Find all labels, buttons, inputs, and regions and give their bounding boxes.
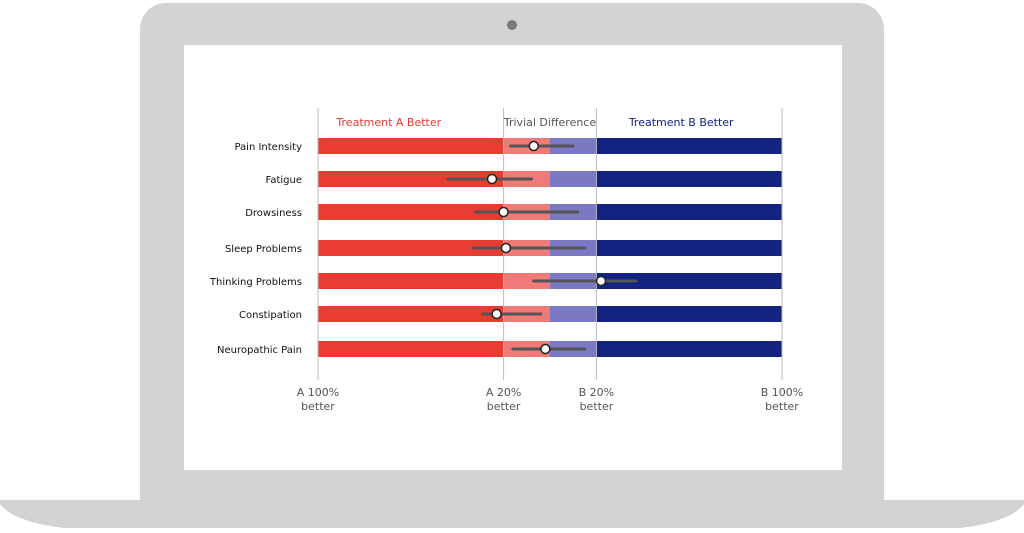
laptop-screen xyxy=(184,45,842,470)
row-segment-0 xyxy=(318,138,504,154)
x-tick-label: better xyxy=(580,400,614,413)
point-estimate xyxy=(498,206,509,218)
point-estimate xyxy=(500,242,512,254)
x-tick-label: A 100% xyxy=(297,386,339,399)
row-segment-0 xyxy=(318,273,504,289)
point-estimate xyxy=(486,173,498,185)
laptop-base xyxy=(0,500,1024,528)
region-label: Treatment A Better xyxy=(335,116,441,129)
row-label: Constipation xyxy=(239,310,302,321)
row-label: Pain Intensity xyxy=(234,142,302,153)
row-segment-3 xyxy=(596,306,782,322)
camera-icon xyxy=(507,20,517,30)
x-tick-label: B 100% xyxy=(761,386,804,399)
x-tick-label: B 20% xyxy=(579,386,615,399)
row-segment-2 xyxy=(550,171,597,187)
region-label: Trivial Difference xyxy=(503,116,596,129)
row-segment-3 xyxy=(596,204,782,220)
row-segment-0 xyxy=(318,306,504,322)
region-label: Treatment B Better xyxy=(628,116,734,129)
row-label: Drowsiness xyxy=(245,208,302,219)
x-tick-label: A 20% xyxy=(486,386,521,399)
point-estimate xyxy=(595,275,607,287)
row-segment-3 xyxy=(596,138,782,154)
row-segment-0 xyxy=(318,204,504,220)
x-tick-label: better xyxy=(301,400,335,413)
row-segment-0 xyxy=(318,240,504,256)
row-label: Neuropathic Pain xyxy=(217,345,302,356)
row-segment-3 xyxy=(596,171,782,187)
row-label: Thinking Problems xyxy=(209,277,302,288)
x-tick-label: better xyxy=(765,400,799,413)
row-segment-3 xyxy=(596,240,782,256)
row-segment-3 xyxy=(596,273,782,289)
point-estimate xyxy=(540,343,551,355)
row-segment-1 xyxy=(503,273,550,289)
row-segment-0 xyxy=(318,171,504,187)
row-segment-2 xyxy=(550,306,597,322)
row-label: Fatigue xyxy=(266,175,303,186)
x-tick-label: better xyxy=(487,400,521,413)
point-estimate xyxy=(491,308,502,320)
row-segment-3 xyxy=(596,341,782,357)
row-segment-0 xyxy=(318,341,504,357)
row-label: Sleep Problems xyxy=(225,244,302,255)
point-estimate xyxy=(528,140,540,152)
